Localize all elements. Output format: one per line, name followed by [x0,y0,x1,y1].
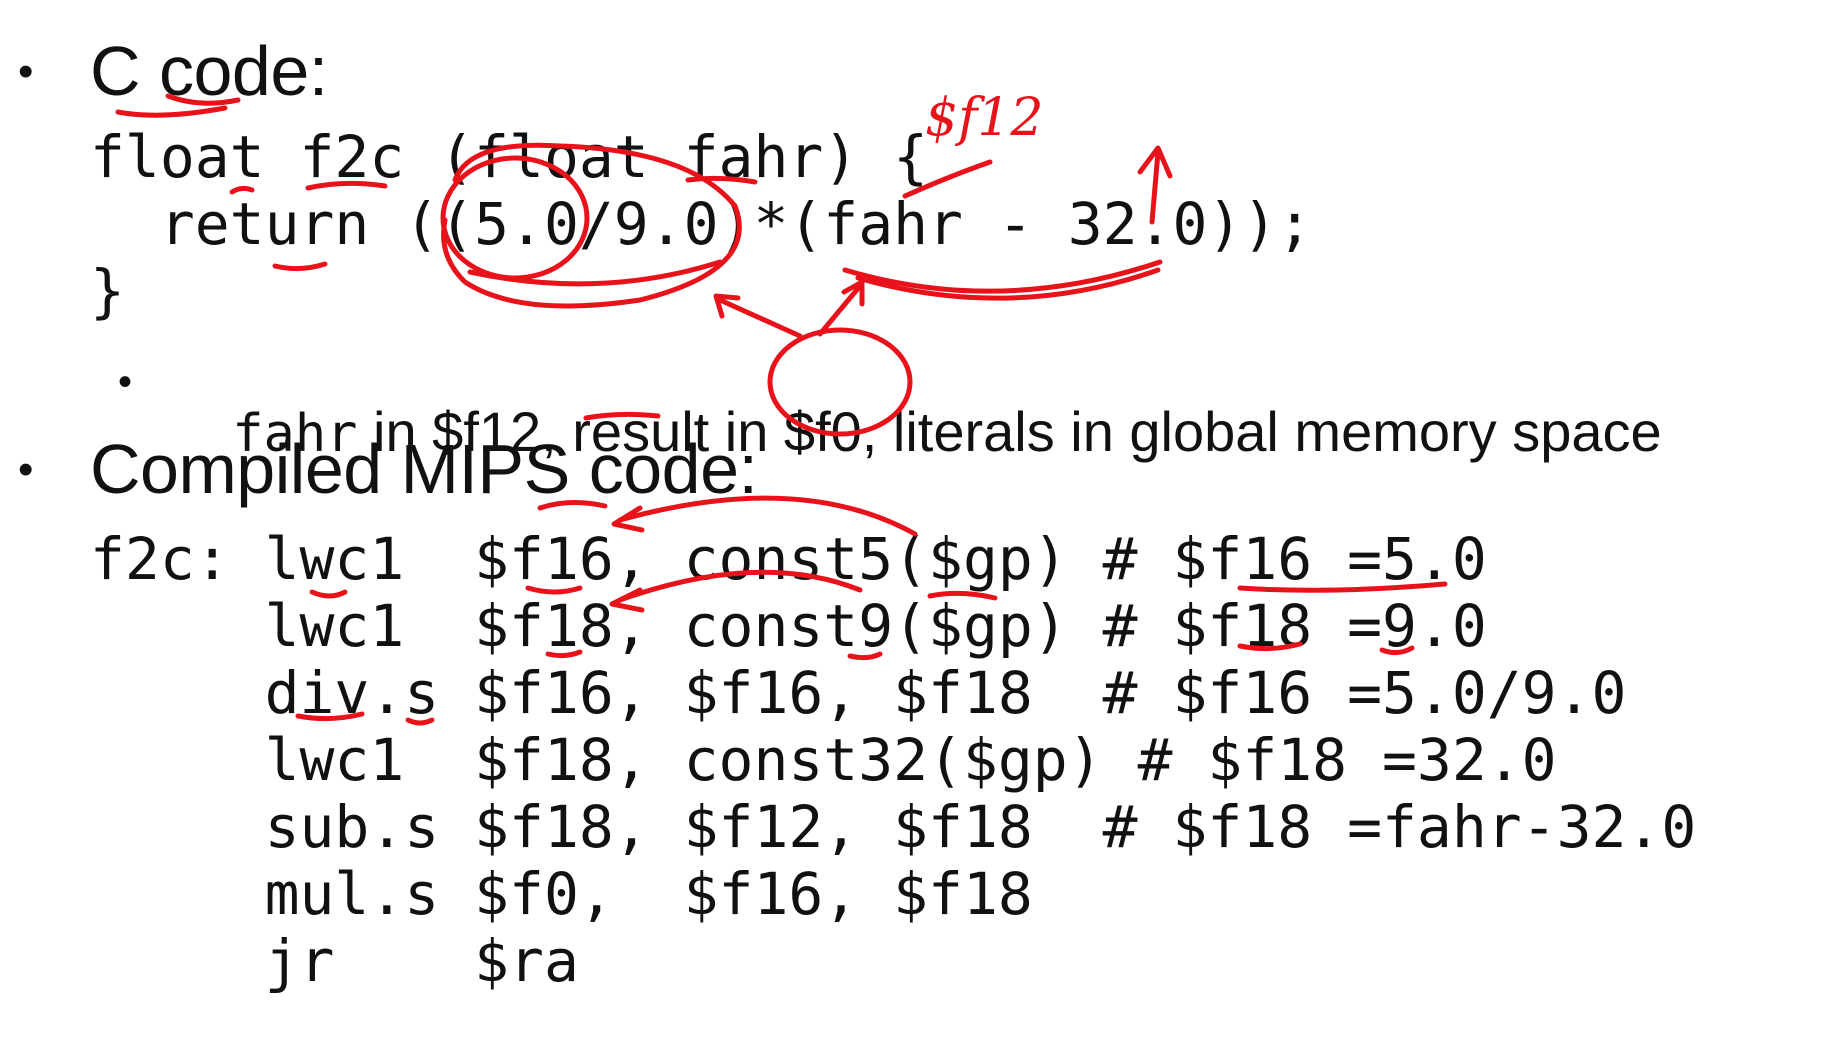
sub-bullet-dot: • [118,360,133,404]
line-f0-left [717,297,803,339]
mips-line-4: lwc1 $f18, const32($gp) # $f18 =32.0 [90,726,1557,794]
heading-c-code: C code: [90,32,328,110]
arc-fahr-32 [842,259,1163,294]
arrowhead-right [841,279,865,307]
bullet-c-code: • [18,47,34,96]
arc-fahr-32b [855,267,1161,301]
c-code-line-2: return ((5.0/9.0)*(fahr - 32.0)); [90,190,1313,258]
c-code-line-3: } [90,257,125,325]
c-code-line-1: float f2c (float fahr) { [90,123,929,191]
underline-return [272,261,328,272]
arc-under-9 [467,259,723,287]
mips-line-2: lwc1 $f18, const9($gp) # $f18 =9.0 [90,592,1487,660]
mips-line-3: div.s $f16, $f16, $f18 # $f16 =5.0/9.0 [90,659,1627,727]
mips-line-5: sub.s $f18, $f12, $f18 # $f18 =fahr-32.0 [90,793,1697,861]
arrowhead-left [713,293,741,319]
mips-line-7: jr $ra [90,927,579,995]
mips-line-1: f2c: lwc1 $f16, const5($gp) # $f16 =5.0 [90,525,1487,593]
arrowhead-up-32 [1137,145,1173,179]
register-note-var: fahr [232,404,358,464]
handwritten-f12-label: $f12 [925,88,1044,148]
bullet-mips: • [18,445,34,494]
heading-mips: Compiled MIPS code: [90,430,758,508]
line-f0-right [817,283,863,337]
mips-line-6: mul.s $f0, $f16, $f18 [90,860,1033,928]
